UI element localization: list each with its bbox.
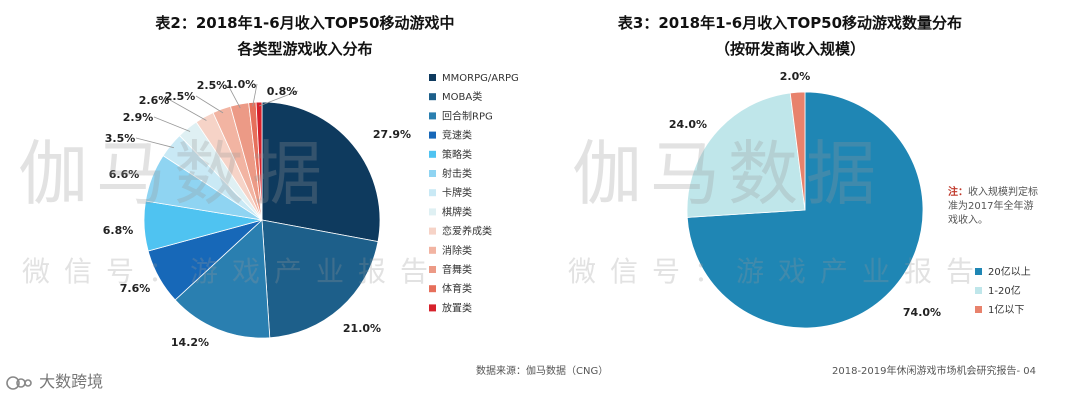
chart1-leader-line [169, 99, 207, 121]
watermark-small-left: 微信号：游戏产业报告 [22, 255, 443, 288]
brand-watermark: 大数跨境 [6, 368, 103, 392]
chart1-slice-label: 2.6% [139, 94, 170, 107]
chart1-slice [261, 101, 381, 243]
chart2-title: 表3：2018年1-6月收入TOP50移动游戏数量分布 （按研发商收入规模） [560, 10, 1020, 62]
chart2-legend: 20亿以上 1-20亿 1亿以下 [975, 265, 1031, 316]
chart2-pie [686, 91, 924, 329]
chart1-legend-label: 放置类 [442, 301, 472, 314]
chart1-leader-line [195, 95, 224, 114]
chart2-legend-swatch [975, 268, 982, 275]
chart1-slice [255, 101, 263, 221]
chart1-slice-label: 0.8% [267, 85, 298, 98]
chart1-slice-label: 2.5% [165, 90, 196, 103]
chart1-leader-line [258, 90, 299, 107]
chart1-slice-label: 1.0% [226, 78, 257, 91]
chart1-slice-label: 14.2% [171, 336, 209, 349]
chart2-title-line2: （按研发商收入规模） [714, 40, 865, 58]
chart2-legend-swatch [975, 306, 982, 313]
chart1-pie [143, 101, 381, 339]
chart2-title-line1: 表3：2018年1-6月收入TOP50移动游戏数量分布 [617, 14, 963, 32]
chart1-title: 表2：2018年1-6月收入TOP50移动游戏中 各类型游戏收入分布 [95, 10, 515, 62]
chart1-legend-swatch [429, 227, 436, 235]
chart1-legend-swatch [429, 112, 436, 120]
chart1-legend-swatch [429, 93, 436, 101]
chart1-legend-swatch [429, 246, 436, 254]
chart1-legend-swatch [429, 208, 436, 216]
dashu-logo-icon [6, 374, 34, 392]
chart1-legend-swatch [429, 189, 436, 197]
chart1-slice [261, 219, 379, 339]
chart1-slice [174, 219, 271, 339]
chart2-slice-labels: 74.0% 24.0% 2.0% [669, 70, 941, 319]
chart1-legend-swatch [429, 285, 436, 293]
watermark-small-right: 微信号：游戏产业报告 [568, 255, 989, 288]
chart1-leader-line [252, 83, 258, 107]
chart1-legend-swatch [429, 131, 436, 139]
chart1-legend-label: 体育类 [442, 282, 472, 295]
chart1-legend-label: 音舞类 [442, 263, 472, 276]
chart1-legend-swatch [429, 266, 436, 273]
chart1-legend-label: 策略类 [442, 148, 472, 161]
chart2-note-text: 收入规模判定标准为2017年全年游戏收入。 [948, 187, 1038, 226]
chart1-legend-label: 卡牌类 [442, 186, 472, 199]
chart1-legend-label: 消除类 [442, 244, 472, 257]
brand-text: 大数跨境 [39, 372, 104, 391]
chart1-legend-label: MOBA类 [442, 90, 482, 103]
chart2-legend-label: 20亿以上 [988, 265, 1031, 278]
chart1-legend-swatch [429, 304, 436, 312]
chart1-leader-line [135, 137, 174, 149]
chart1-slice-label: 2.9% [123, 111, 154, 124]
watermark-big-right: 伽马数据 [572, 133, 884, 215]
chart1-legend-label: 竞速类 [442, 129, 472, 142]
chart1-slice-labels: 27.9%21.0%14.2%7.6%6.8%6.6%3.5%2.9%2.6%2… [103, 78, 411, 349]
chart1-legend-label: 棋牌类 [442, 205, 472, 218]
chart2-legend-swatch [975, 287, 982, 294]
chart2-note: 注：收入规模判定标准为2017年全年游戏收入。 [948, 186, 1040, 228]
chart1-slice-label: 7.6% [120, 282, 151, 295]
chart1-slice-label: 6.6% [109, 168, 140, 181]
chart1-legend-swatch [429, 150, 436, 158]
chart2-legend-label: 1亿以下 [988, 303, 1024, 316]
chart1-legend-label: 射击类 [442, 167, 472, 180]
chart1-slice-label: 27.9% [373, 128, 411, 141]
footer-report: 2018-2019年休闲游戏市场机会研究报告- 04 [832, 366, 1037, 377]
chart1-legend-label: 回合制RPG [442, 109, 493, 122]
chart1-slice-label: 3.5% [105, 132, 136, 145]
chart2-slice [686, 92, 806, 218]
chart2-slice-label: 74.0% [903, 306, 941, 319]
chart1-slice-label: 21.0% [343, 322, 381, 335]
chart2-legend-label: 1-20亿 [988, 284, 1021, 297]
watermark-big-left: 伽马数据 [18, 133, 330, 215]
chart2-slice-label: 2.0% [780, 70, 811, 83]
chart1-legend-label: MMORPG/ARPG [442, 73, 519, 84]
footer-source: 数据来源：伽马数据（CNG） [476, 366, 609, 377]
chart1-slice-label: 2.5% [197, 79, 228, 92]
chart2-slice-label: 24.0% [669, 118, 707, 131]
chart1-legend-swatch [429, 74, 436, 81]
chart1-slice-label: 6.8% [103, 224, 134, 237]
chart1-legend-swatch [429, 170, 436, 177]
chart1-leader-line [153, 116, 191, 132]
chart1-leader-line [227, 84, 241, 109]
chart2-slice [789, 91, 806, 211]
chart1-legend-label: 恋爱养成类 [442, 225, 492, 238]
chart1-title-line2: 各类型游戏收入分布 [237, 40, 373, 58]
chart2-note-label: 注： [948, 187, 968, 198]
chart1-title-line1: 表2：2018年1-6月收入TOP50移动游戏中 [155, 14, 455, 32]
